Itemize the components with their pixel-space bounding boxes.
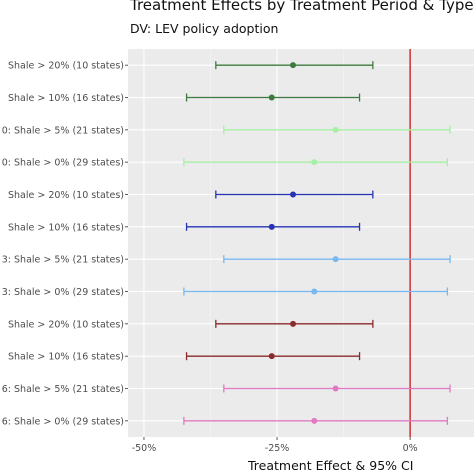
point-estimate [311, 288, 318, 295]
y-tick-label: 0: Shale > 0% (29 states) [2, 158, 124, 169]
estimate-row [223, 384, 451, 393]
estimate-row [185, 222, 361, 231]
y-tick-label: Shale > 20% (10 states) [8, 319, 124, 330]
estimate-marks [183, 61, 451, 425]
y-tick-label: Shale > 20% (10 states) [8, 190, 124, 201]
estimate-row [185, 93, 361, 102]
y-tick-label: 6: Shale > 5% (21 states) [2, 384, 124, 395]
y-tick-label: Shale > 10% (16 states) [8, 93, 124, 104]
point-estimate [332, 126, 339, 133]
point-estimate [268, 223, 275, 230]
point-estimate [268, 353, 275, 360]
estimate-row [215, 190, 374, 199]
point-estimate [268, 94, 275, 101]
estimate-row [223, 125, 451, 134]
point-estimate [311, 159, 318, 166]
y-tick-label: 0: Shale > 5% (21 states) [2, 125, 124, 136]
chart-title: Treatment Effects by Treatment Period & … [130, 0, 474, 14]
estimate-row [183, 287, 449, 296]
estimate-row [183, 158, 449, 167]
x-axis-title: Treatment Effect & 95% CI [248, 458, 414, 473]
point-estimate [311, 417, 318, 424]
estimate-row [215, 319, 374, 328]
estimate-row [183, 416, 449, 425]
y-axis-labels: Shale > 20% (10 states) Shale > 10% (16 s… [2, 61, 128, 427]
estimate-row [185, 352, 361, 361]
point-estimate [290, 320, 297, 327]
x-tick-label: 0% [403, 443, 418, 454]
x-axis-labels: -50% -25% 0% [132, 437, 418, 454]
y-tick-label: Shale > 10% (16 states) [8, 222, 124, 233]
y-tick-label: 6: Shale > 0% (29 states) [2, 416, 124, 427]
point-estimate [332, 385, 339, 392]
estimate-row [223, 255, 451, 264]
x-tick-label: -25% [265, 443, 290, 454]
point-estimate [290, 191, 297, 198]
estimate-row [215, 61, 374, 70]
plot-panel [128, 49, 474, 437]
chart-subtitle: DV: LEV policy adoption [130, 21, 279, 36]
point-estimate [290, 62, 297, 69]
y-tick-label: 3: Shale > 5% (21 states) [2, 255, 124, 266]
point-estimate [332, 256, 339, 263]
y-tick-label: Shale > 10% (16 states) [8, 352, 124, 363]
x-tick-label: -50% [132, 443, 157, 454]
y-tick-label: 3: Shale > 0% (29 states) [2, 287, 124, 298]
y-tick-label: Shale > 20% (10 states) [8, 61, 124, 72]
